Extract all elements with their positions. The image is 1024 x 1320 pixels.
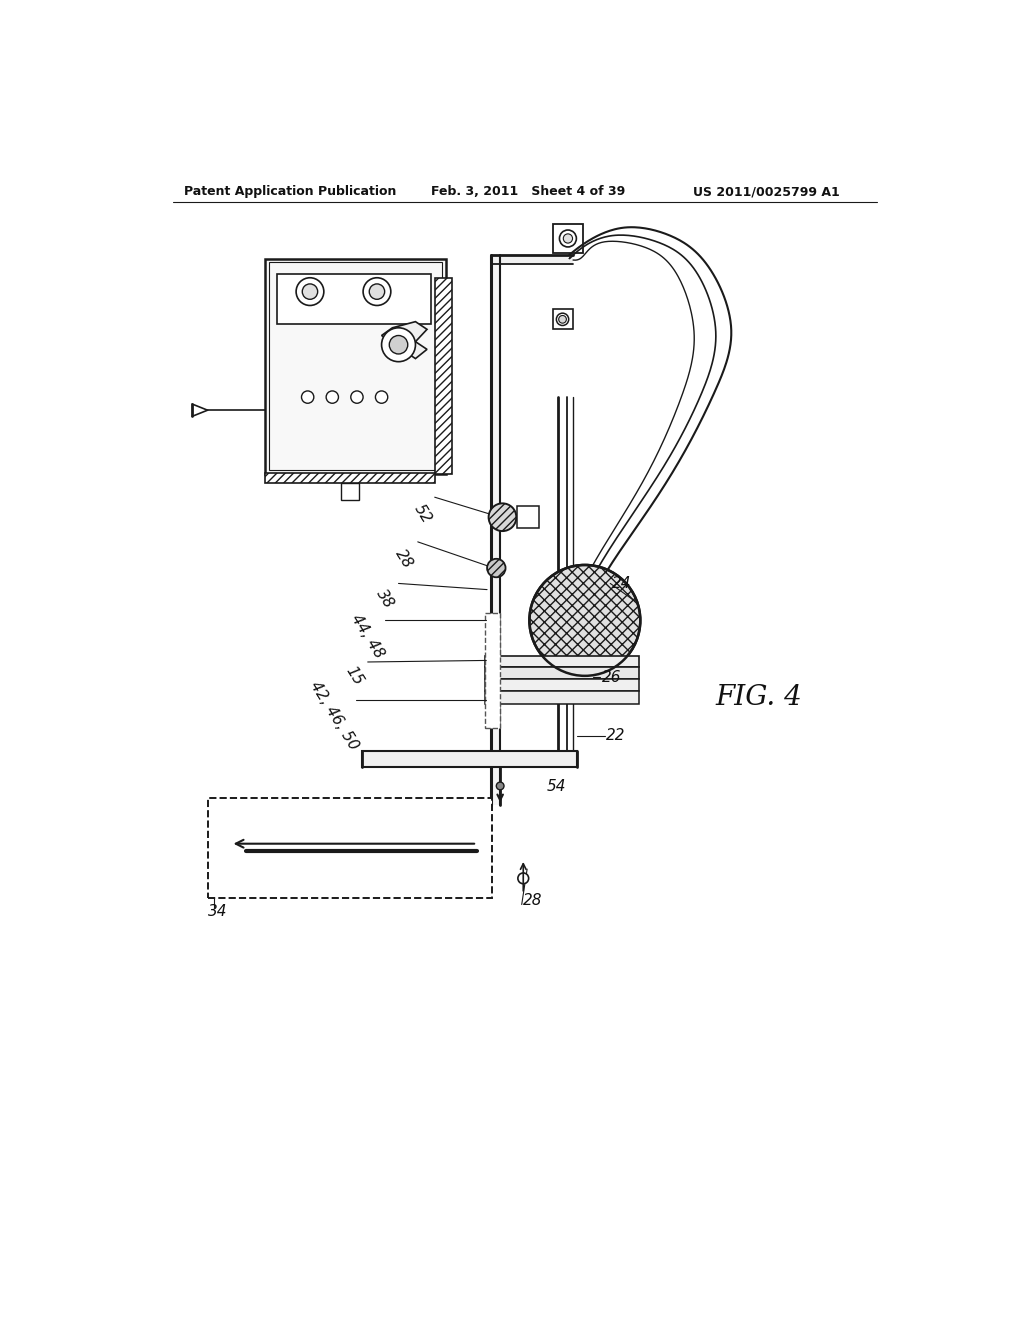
Bar (484, 667, 639, 678)
Circle shape (326, 391, 339, 404)
Text: 15: 15 (342, 664, 366, 688)
Text: 44, 48: 44, 48 (348, 611, 387, 660)
Bar (265, 259, 446, 474)
Circle shape (488, 503, 516, 531)
Bar (435, 277, 452, 474)
Circle shape (563, 234, 572, 243)
Circle shape (364, 277, 391, 305)
Text: US 2011/0025799 A1: US 2011/0025799 A1 (692, 185, 840, 198)
Bar (269, 263, 442, 470)
Circle shape (301, 391, 313, 404)
Bar (490, 255, 573, 264)
Circle shape (296, 277, 324, 305)
Text: 26: 26 (602, 669, 622, 685)
Circle shape (370, 284, 385, 300)
Circle shape (389, 335, 408, 354)
Text: Patent Application Publication: Patent Application Publication (184, 185, 397, 198)
Circle shape (382, 327, 416, 362)
Text: 24: 24 (611, 576, 632, 591)
Text: 28: 28 (392, 546, 416, 572)
Bar (361, 751, 578, 767)
Text: 42, 46, 50: 42, 46, 50 (307, 678, 361, 752)
Circle shape (559, 315, 566, 323)
Text: FIG. 4: FIG. 4 (716, 684, 803, 711)
Text: 38: 38 (373, 586, 396, 611)
Circle shape (518, 873, 528, 884)
Bar (276, 275, 431, 323)
Circle shape (376, 391, 388, 404)
Text: 52: 52 (412, 502, 434, 527)
Bar (484, 656, 639, 667)
Circle shape (529, 565, 640, 676)
Bar (341, 483, 359, 500)
Bar (553, 309, 572, 330)
Bar (484, 612, 500, 729)
Bar (553, 224, 583, 253)
Bar (490, 255, 500, 805)
Text: 22: 22 (606, 729, 626, 743)
Text: Feb. 3, 2011   Sheet 4 of 39: Feb. 3, 2011 Sheet 4 of 39 (431, 185, 625, 198)
Bar (208, 797, 493, 898)
Polygon shape (382, 322, 427, 359)
Bar (484, 692, 639, 704)
Bar (265, 473, 435, 483)
Circle shape (559, 230, 577, 247)
Bar (517, 507, 539, 528)
Text: 54: 54 (547, 779, 566, 795)
Circle shape (302, 284, 317, 300)
Text: 28: 28 (523, 894, 543, 908)
Text: 34: 34 (208, 904, 227, 919)
Circle shape (556, 313, 568, 326)
Circle shape (497, 781, 504, 789)
Circle shape (351, 391, 364, 404)
Bar (484, 678, 639, 692)
Circle shape (487, 558, 506, 577)
